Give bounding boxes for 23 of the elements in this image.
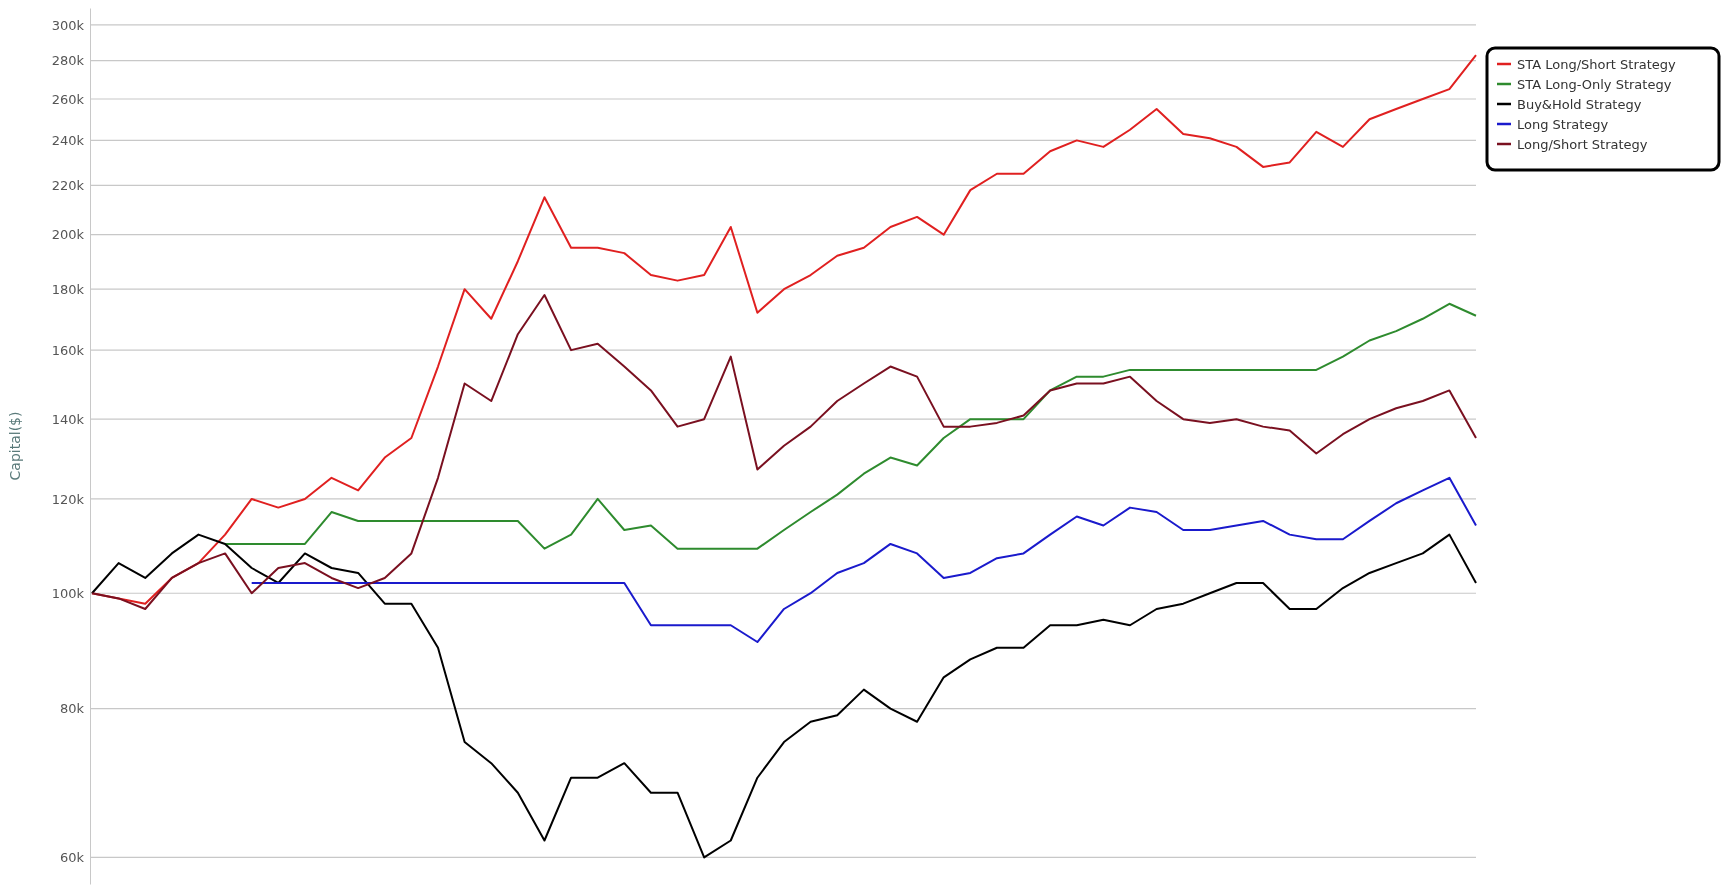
y-tick-label: 120k bbox=[51, 491, 85, 507]
y-tick-label: 280k bbox=[51, 53, 85, 69]
legend-label: STA Long-Only Strategy bbox=[1517, 77, 1672, 92]
y-axis-title: Capital($) bbox=[7, 411, 23, 481]
y-tick-label: 80k bbox=[59, 701, 85, 717]
y-tick-label: 240k bbox=[51, 133, 85, 149]
legend-label: Buy&Hold Strategy bbox=[1517, 97, 1642, 112]
legend-label: STA Long/Short Strategy bbox=[1517, 57, 1677, 72]
y-tick-label: 100k bbox=[51, 585, 85, 601]
line-series bbox=[91, 293, 1477, 610]
y-tick-label: 140k bbox=[51, 411, 85, 427]
legend-label: Long Strategy bbox=[1517, 117, 1609, 132]
y-tick-label: 220k bbox=[51, 178, 85, 194]
line-series bbox=[250, 476, 1477, 644]
y-tick-label: 60k bbox=[59, 850, 85, 866]
y-tick-label: 180k bbox=[51, 281, 85, 297]
y-tick-label: 300k bbox=[51, 17, 85, 33]
line-series bbox=[224, 302, 1477, 550]
legend-label: Long/Short Strategy bbox=[1517, 137, 1648, 152]
line-series bbox=[91, 533, 1477, 859]
y-tick-label: 160k bbox=[51, 342, 85, 358]
y-tick-label: 200k bbox=[51, 227, 85, 243]
y-tick-label: 260k bbox=[51, 91, 85, 107]
